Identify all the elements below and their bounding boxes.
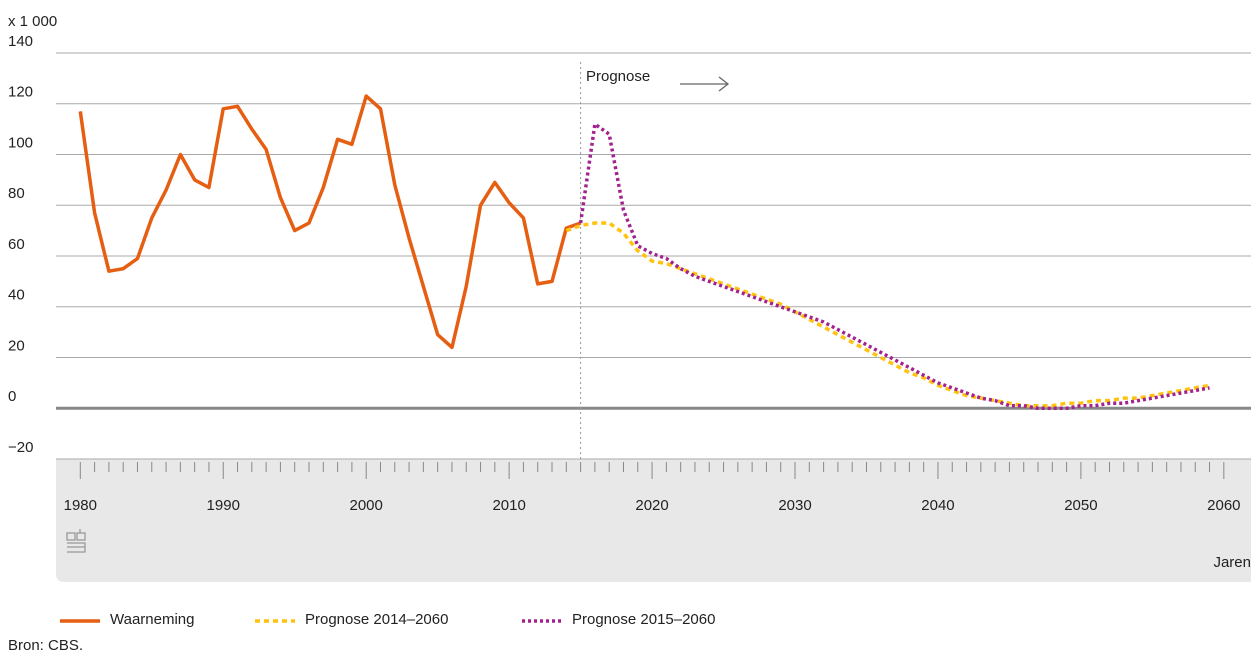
source: Bron: CBS. [8,637,83,654]
y-tick-label: 80 [8,185,25,202]
x-tick-label: 2030 [778,497,811,514]
y-tick-label: 60 [8,236,25,253]
x-axis-label: Jaren [1213,554,1251,571]
series-line [565,221,1210,408]
x-tick-label: 2000 [349,497,382,514]
x-tick-label: 2020 [635,497,668,514]
x-tick-label: 2010 [492,497,525,514]
y-tick-label: 100 [8,134,33,151]
annotation-arrow [680,76,730,92]
legend-label: Prognose 2015–2060 [572,611,715,628]
y-unit-label: x 1 000 [8,13,57,30]
legend-label: Waarneming [110,611,194,628]
y-tick-label: 140 [8,33,33,50]
x-tick-label: 1980 [64,497,97,514]
x-tick-label: 2050 [1064,497,1097,514]
series-line [578,122,1210,411]
y-tick-label: 40 [8,287,25,304]
y-tick-label: −20 [8,439,33,456]
legend-label: Prognose 2014–2060 [305,611,448,628]
logo [66,529,86,553]
x-tick-label: 2040 [921,497,954,514]
series-line [78,94,582,350]
x-axis-band [56,459,1251,582]
x-tick-label: 1990 [207,497,240,514]
y-tick-label: 20 [8,337,25,354]
y-tick-label: 120 [8,84,33,101]
x-tick-label: 2060 [1207,497,1240,514]
annotation: Prognose [586,68,650,85]
y-tick-label: 0 [8,388,16,405]
